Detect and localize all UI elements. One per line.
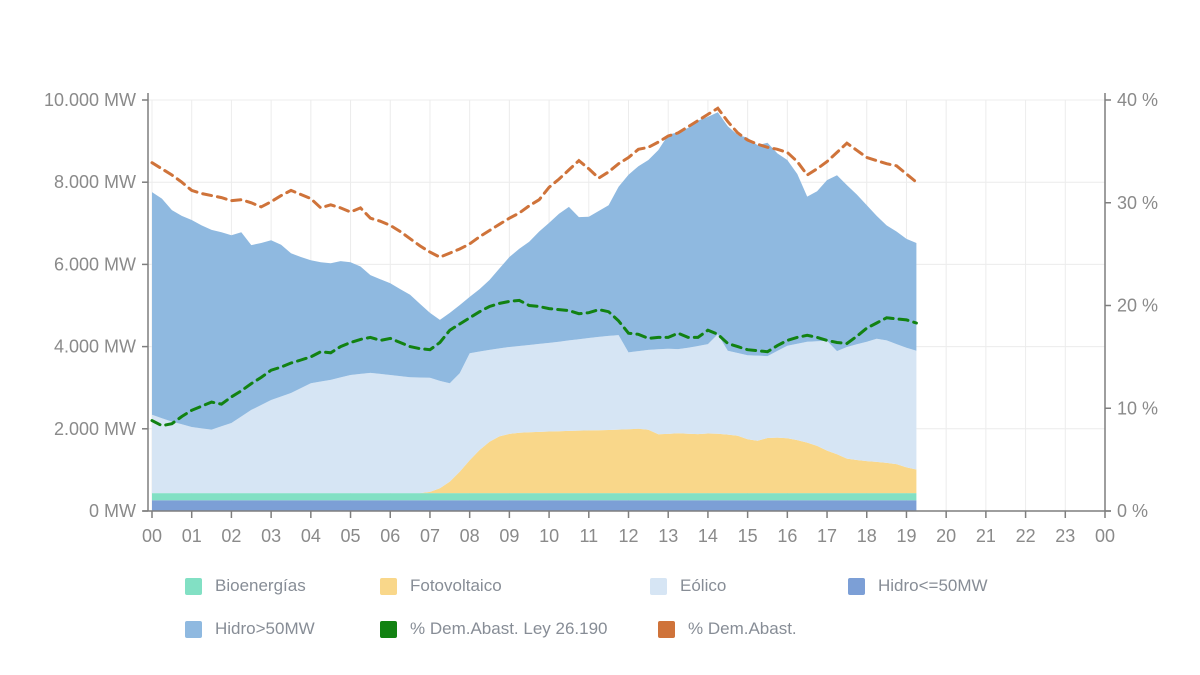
x-tick-label: 23	[1055, 526, 1075, 546]
x-tick-label: 18	[857, 526, 877, 546]
legend-item-hidro-menor-50mw[interactable]: Hidro<=50MW	[848, 574, 988, 598]
legend-item-dem-abast[interactable]: % Dem.Abast.	[658, 617, 797, 641]
x-tick-label: 22	[1016, 526, 1036, 546]
y-right-tick-label: 10 %	[1117, 398, 1158, 418]
line-dem-abast	[150, 106, 918, 259]
y-left-tick-label: 6.000 MW	[54, 254, 136, 274]
legend-label-dem-abast-ley-26190: % Dem.Abast. Ley 26.190	[410, 619, 608, 638]
legend-swatch-eolico	[650, 577, 667, 595]
legend-item-hidro-mayor-50mw[interactable]: Hidro>50MW	[185, 617, 315, 641]
legend-swatch-dem-abast-ley-26190	[380, 620, 397, 638]
legend-item-fotovoltaico[interactable]: Fotovoltaico	[380, 574, 502, 598]
stacked-areas	[152, 112, 917, 511]
x-tick-label: 07	[420, 526, 440, 546]
legend-label-hidro-menor-50mw: Hidro<=50MW	[878, 576, 988, 595]
legend-label-dem-abast: % Dem.Abast.	[688, 619, 797, 638]
x-tick-label: 00	[1095, 526, 1115, 546]
x-tick-label: 01	[182, 526, 202, 546]
y-right-tick-label: 0 %	[1117, 501, 1148, 521]
area-hidro-50mw	[152, 500, 917, 511]
area-hidro-50mw	[152, 112, 917, 430]
legend-swatch-fotovoltaico	[380, 577, 397, 595]
legend-swatch-hidro-menor-50mw	[848, 577, 865, 595]
y-left-tick-label: 0 MW	[89, 501, 136, 521]
y-left-tick-label: 4.000 MW	[54, 337, 136, 357]
legend-label-fotovoltaico: Fotovoltaico	[410, 576, 502, 595]
x-tick-label: 09	[499, 526, 519, 546]
legend-swatch-dem-abast	[658, 620, 675, 638]
line-dem-abast-ley-26-190	[150, 298, 918, 428]
x-tick-label: 14	[698, 526, 718, 546]
legend-item-bioenergias[interactable]: Bioenergías	[185, 574, 306, 598]
x-tick-label: 13	[658, 526, 678, 546]
legend-item-eolico[interactable]: Eólico	[650, 574, 726, 598]
x-tick-label: 06	[380, 526, 400, 546]
legend-swatch-hidro-mayor-50mw	[185, 620, 202, 638]
x-tick-label: 12	[618, 526, 638, 546]
area-fotovoltaico	[152, 428, 917, 494]
legend-label-bioenergias: Bioenergías	[215, 576, 306, 595]
legend-label-eolico: Eólico	[680, 576, 727, 595]
y-left-tick-label: 2.000 MW	[54, 419, 136, 439]
x-tick-label: 20	[936, 526, 956, 546]
x-tick-label: 19	[896, 526, 916, 546]
y-right-tick-label: 40 %	[1117, 90, 1158, 110]
y-left-tick-label: 10.000 MW	[44, 90, 136, 110]
x-tick-label: 11	[579, 526, 598, 546]
x-tick-label: 10	[539, 526, 559, 546]
x-tick-label: 05	[341, 526, 361, 546]
x-tick-label: 15	[738, 526, 758, 546]
axes: 0 MW 2.000 MW 4.000 MW 6.000 MW 8.000 MW 10.0…	[44, 90, 1158, 546]
y-right-tick-label: 30 %	[1117, 193, 1158, 213]
x-tick-label: 00	[142, 526, 162, 546]
x-tick-label: 16	[777, 526, 797, 546]
x-tick-label: 17	[817, 526, 837, 546]
x-tick-label: 08	[460, 526, 480, 546]
legend-item-dem-abast-ley-26190[interactable]: % Dem.Abast. Ley 26.190	[380, 617, 608, 641]
area-bioenergias	[152, 493, 917, 501]
legend-label-hidro-mayor-50mw: Hidro>50MW	[215, 619, 315, 638]
y-left-tick-label: 8.000 MW	[54, 172, 136, 192]
y-right-tick-label: 20 %	[1117, 296, 1158, 316]
area-eolico	[152, 334, 917, 494]
x-tick-label: 21	[976, 526, 996, 546]
x-tick-label: 04	[301, 526, 321, 546]
x-tick-label: 02	[221, 526, 241, 546]
legend-swatch-bioenergias	[185, 577, 202, 595]
x-tick-label: 03	[261, 526, 281, 546]
